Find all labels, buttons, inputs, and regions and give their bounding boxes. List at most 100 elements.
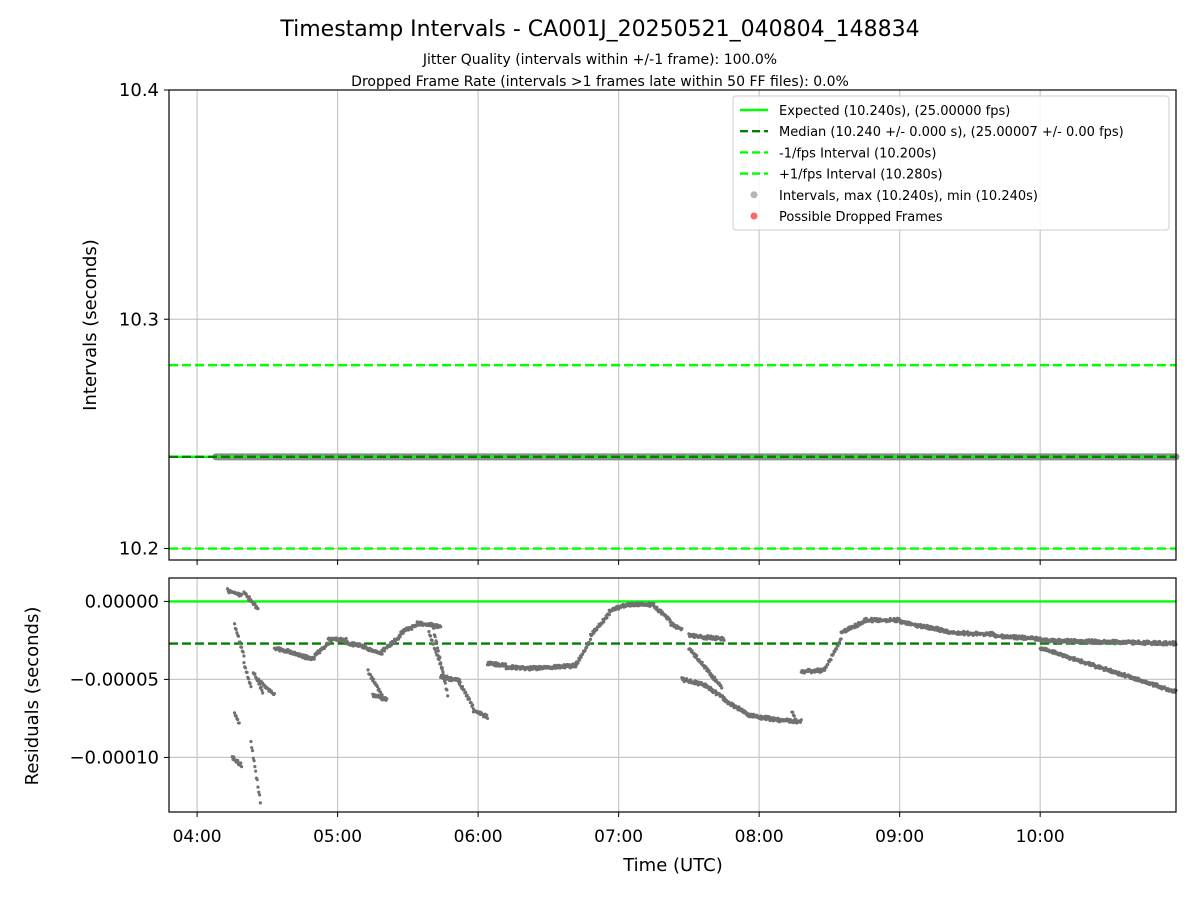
residual-point (248, 681, 252, 686)
residual-point (232, 711, 237, 715)
legend-label: Intervals, max (10.240s), min (10.240s) (779, 189, 1038, 204)
residual-point (312, 655, 316, 660)
residual-point (655, 605, 659, 609)
residual-point (370, 675, 374, 679)
residual-series-segment (457, 680, 476, 711)
residual-point (382, 649, 387, 653)
residual-point (250, 746, 254, 750)
residual-point (428, 634, 433, 638)
residual-series-segment (687, 632, 726, 643)
residual-point (439, 625, 443, 629)
residual-point (465, 693, 469, 697)
residual-series-segment (399, 623, 419, 635)
residual-series-segment (242, 661, 253, 689)
residual-point (1117, 670, 1121, 674)
legend-label: +1/fps Interval (10.280s) (779, 168, 943, 183)
residual-point (236, 758, 240, 763)
residual-point (791, 710, 795, 714)
residual-point (398, 635, 402, 639)
residual-point (578, 658, 582, 662)
residual-point (581, 652, 585, 656)
y-tick-label: 0.00000 (85, 591, 159, 612)
residual-point (225, 587, 230, 591)
residual-point (833, 649, 837, 654)
residual-point (592, 631, 596, 635)
residual-point (864, 616, 868, 620)
residual-point (839, 637, 843, 641)
chart-subtitle-dropped: Dropped Frame Rate (intervals >1 frames … (351, 74, 849, 90)
residual-point (234, 714, 238, 718)
residual-series-segment (366, 668, 384, 697)
residual-series-segment (312, 641, 330, 660)
residual-point (438, 655, 442, 660)
residual-series-segment (652, 604, 672, 623)
residual-point (245, 670, 249, 674)
residual-point (855, 624, 860, 629)
residuals-grid (169, 578, 1176, 812)
residuals-points (225, 587, 1178, 805)
residual-point (445, 688, 449, 692)
residual-point (576, 661, 580, 665)
residual-series-segment (230, 755, 244, 769)
legend-marker (750, 212, 758, 220)
residual-point (433, 634, 437, 639)
legend-entry: Possible Dropped Frames (750, 210, 943, 225)
residual-point (588, 641, 592, 646)
residual-series-segment (722, 697, 750, 717)
residual-point (239, 592, 244, 596)
residual-series-segment (680, 676, 703, 687)
residual-point (579, 655, 583, 659)
residual-series-segment (991, 633, 1042, 642)
residual-series-segment (839, 619, 867, 635)
residual-point (378, 690, 383, 694)
residual-point (831, 652, 835, 656)
residual-series-segment (432, 626, 450, 698)
residual-point (232, 622, 237, 626)
residual-point (798, 720, 803, 724)
residuals-y-axis-label: Residuals (seconds) (22, 607, 43, 786)
residual-point (435, 646, 440, 650)
residual-point (261, 691, 265, 695)
residual-point (485, 713, 489, 717)
residuals-panel: 0.00000−0.00005−0.00010 04:00 05:00 06:00 0… (22, 577, 1178, 876)
intervals-x-ticks (196, 560, 1041, 565)
legend: Expected (10.240s), (25.00000 fps) Median… (732, 95, 1170, 231)
residual-series-segment (345, 640, 368, 650)
residual-series-segment (242, 590, 260, 611)
legend-entry: +1/fps Interval (10.280s) (740, 168, 943, 183)
residual-point (446, 675, 451, 680)
residual-point (602, 620, 606, 624)
legend-label: Expected (10.240s), (25.00000 fps) (779, 104, 1010, 119)
legend-label: Median (10.240 +/- 0.000 s), (25.00007 +… (779, 125, 1124, 140)
legend-label: -1/fps Interval (10.200s) (779, 146, 936, 161)
chart-title: Timestamp Intervals - CA001J_20250521_04… (279, 17, 919, 42)
y-tick-label: 10.4 (119, 80, 159, 101)
residuals-x-ticks: 04:00 05:00 06:00 07:00 08:00 09:00 10:00 (173, 812, 1065, 847)
residual-point (242, 661, 246, 665)
residual-point (464, 690, 468, 694)
residual-point (255, 778, 259, 782)
x-axis-label: Time (UTC) (622, 855, 723, 876)
residual-point (272, 692, 276, 696)
residual-point (826, 662, 830, 666)
y-tick-label: −0.00005 (69, 669, 159, 690)
residual-series-segment (799, 666, 827, 675)
residual-point (605, 616, 609, 620)
residuals-y-ticks: 0.00000 −0.00005 −0.00010 (69, 591, 169, 768)
residual-point (250, 749, 255, 753)
residual-point (834, 647, 839, 651)
residual-series-segment (471, 708, 490, 720)
residual-point (441, 670, 445, 674)
residual-point (243, 666, 248, 670)
residual-point (396, 637, 401, 641)
residual-point (256, 785, 260, 789)
residual-point (433, 647, 437, 652)
x-tick-label: 08:00 (735, 827, 784, 847)
residual-point (707, 669, 711, 673)
residual-point (740, 707, 744, 711)
residual-point (588, 637, 593, 641)
residual-point (792, 714, 796, 718)
residual-point (710, 674, 714, 678)
residual-series-segment (272, 646, 298, 657)
